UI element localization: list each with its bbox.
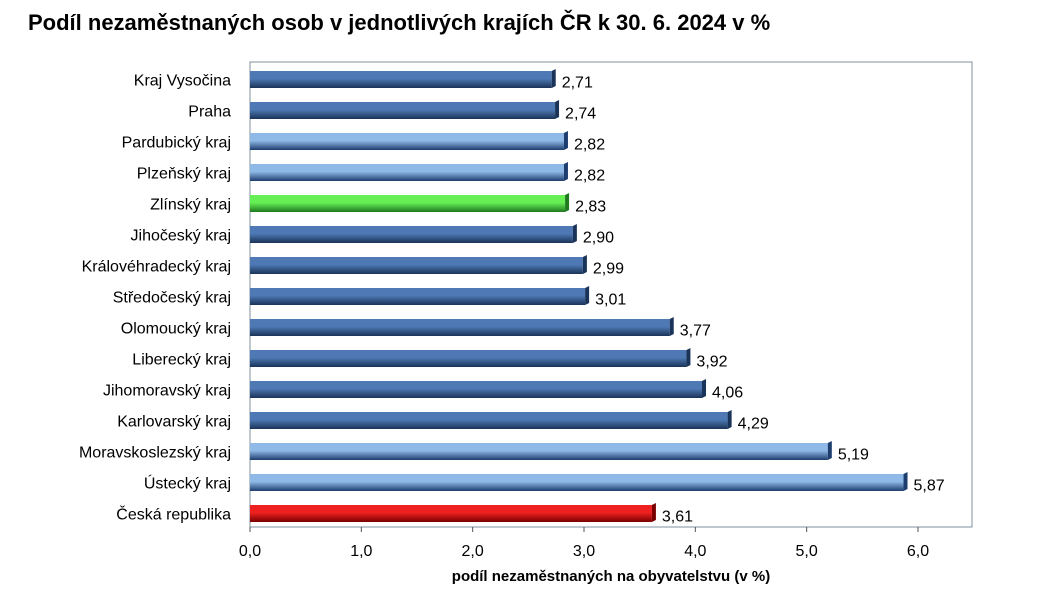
x-tick-label: 0,0 <box>239 543 261 560</box>
category-label: Plzeňský kraj <box>137 166 231 183</box>
bar <box>250 319 670 336</box>
bar-end <box>563 162 568 181</box>
x-tick-label: 1,0 <box>350 543 372 560</box>
value-label: 4,29 <box>738 416 769 433</box>
bar-end <box>827 441 832 460</box>
bar <box>250 133 564 150</box>
bar <box>250 195 566 212</box>
value-label: 2,90 <box>583 230 614 247</box>
bar-end <box>903 472 908 491</box>
bar-end <box>702 379 707 398</box>
x-tick-label: 2,0 <box>462 543 484 560</box>
category-label: Karlovarský kraj <box>117 414 231 431</box>
category-label: Středočeský kraj <box>113 290 231 307</box>
bar <box>250 164 564 181</box>
value-label: 2,71 <box>562 75 593 92</box>
value-label: 5,19 <box>838 447 869 464</box>
bar <box>250 474 904 491</box>
bar-end <box>551 69 556 88</box>
bar-end <box>555 100 560 119</box>
chart-title: Podíl nezaměstnaných osob v jednotlivých… <box>28 10 771 35</box>
bar-end <box>585 286 590 305</box>
value-label: 3,92 <box>696 354 727 371</box>
category-label: Zlínský kraj <box>150 197 231 214</box>
value-label: 5,87 <box>914 478 945 495</box>
bar-end <box>572 224 577 243</box>
category-label: Jihočeský kraj <box>131 228 231 245</box>
x-tick-label: 5,0 <box>796 543 818 560</box>
x-axis-label: podíl nezaměstnaných na obyvatelstvu (v … <box>452 568 770 585</box>
value-label: 2,99 <box>593 261 624 278</box>
category-label: Ústecký kraj <box>144 474 231 493</box>
bar <box>250 71 552 88</box>
category-label: Jihomoravský kraj <box>103 383 231 400</box>
bar-end <box>582 255 587 274</box>
bar <box>250 226 573 243</box>
category-label: Olomoucký kraj <box>121 321 231 338</box>
value-label: 4,06 <box>712 385 743 402</box>
bar <box>250 288 586 305</box>
category-label: Kraj Vysočina <box>134 73 231 90</box>
value-label: 2,82 <box>574 168 605 185</box>
bar <box>250 257 583 274</box>
value-label: 2,83 <box>575 199 606 216</box>
bar <box>250 505 652 522</box>
category-label: Královéhradecký kraj <box>82 259 231 276</box>
category-label: Praha <box>188 104 231 121</box>
x-tick-label: 6,0 <box>907 543 929 560</box>
bar-end <box>669 317 674 336</box>
bar <box>250 350 687 367</box>
bar-end <box>565 193 570 212</box>
bar-end <box>651 503 656 522</box>
bar <box>250 443 828 460</box>
category-label: Pardubický kraj <box>122 135 231 152</box>
bar <box>250 381 703 398</box>
value-label: 3,77 <box>680 323 711 340</box>
category-label: Liberecký kraj <box>132 352 231 369</box>
bar <box>250 102 556 119</box>
value-label: 3,61 <box>662 509 693 526</box>
bar-end <box>563 131 568 150</box>
category-label: Česká republika <box>116 505 231 524</box>
category-label: Moravskoslezský kraj <box>79 445 231 462</box>
bar-end <box>686 348 691 367</box>
value-label: 2,74 <box>565 106 596 123</box>
x-tick-label: 3,0 <box>573 543 595 560</box>
bar <box>250 412 728 429</box>
bar-end <box>727 410 732 429</box>
value-label: 2,82 <box>574 137 605 154</box>
value-label: 3,01 <box>595 292 626 309</box>
x-tick-label: 4,0 <box>684 543 706 560</box>
